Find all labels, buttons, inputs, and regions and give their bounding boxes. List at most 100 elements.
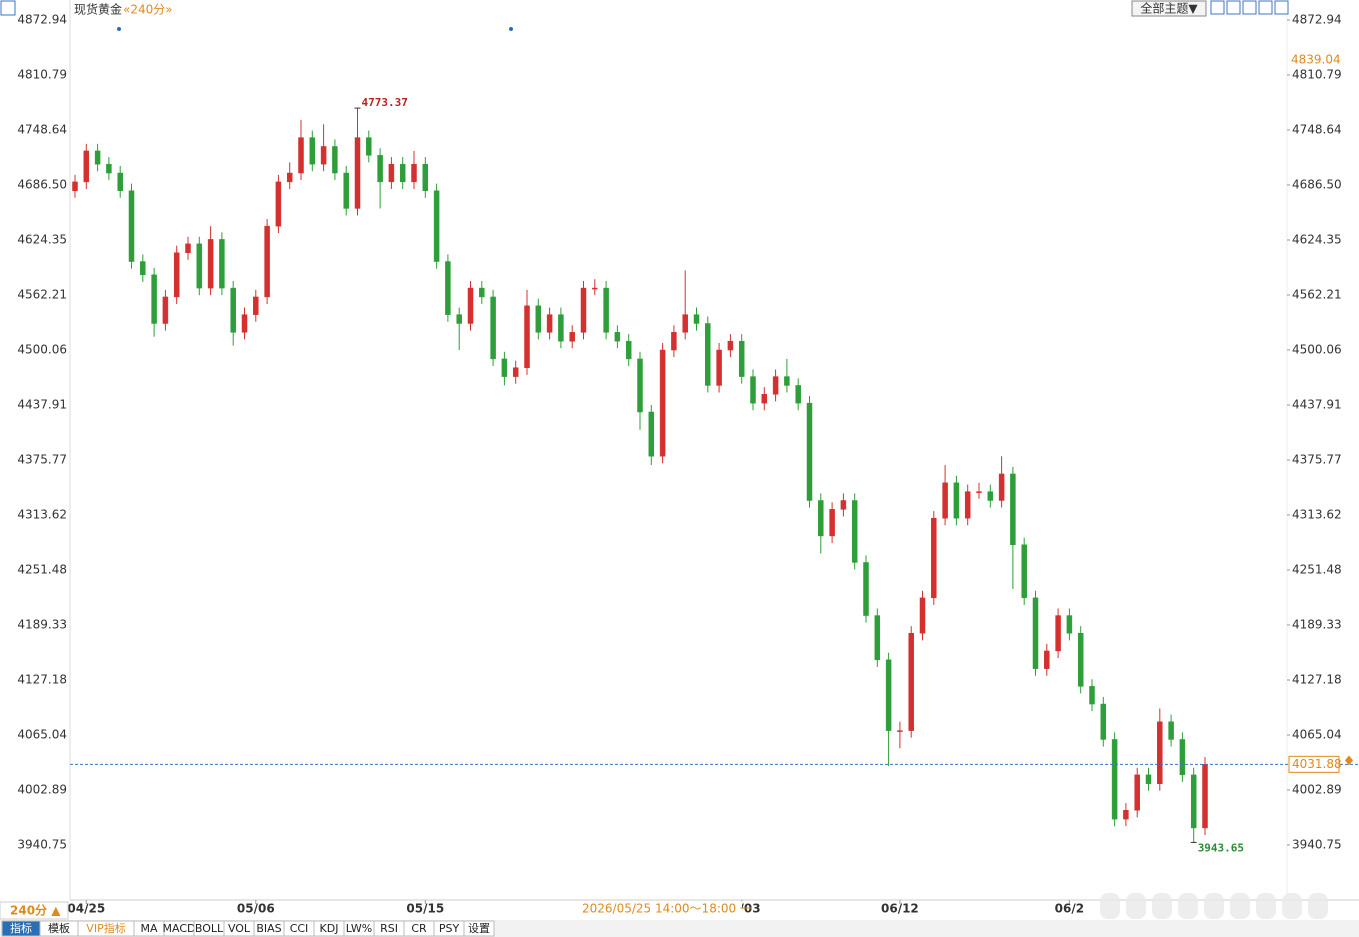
candle-body bbox=[750, 376, 756, 404]
candle-body bbox=[659, 349, 666, 457]
candle-body bbox=[942, 482, 948, 519]
price-label: 4839.04 bbox=[1291, 53, 1341, 67]
candle-body bbox=[1032, 597, 1039, 669]
y-tick-label-right: 4686.50 bbox=[1292, 177, 1342, 191]
y-tick-label: 4189.33 bbox=[17, 617, 67, 631]
candle-body bbox=[286, 172, 293, 183]
candle-body bbox=[456, 314, 462, 324]
candle-body bbox=[682, 314, 688, 333]
instrument-title: 现货黄金 bbox=[74, 2, 122, 17]
candle-body bbox=[1089, 686, 1095, 705]
candle-body bbox=[874, 615, 881, 661]
indicator-tab-label: KDJ bbox=[320, 922, 339, 935]
watermark-block bbox=[1100, 893, 1120, 919]
candle-body bbox=[863, 562, 869, 616]
candle-body bbox=[1044, 650, 1050, 669]
candle-body bbox=[1190, 774, 1197, 829]
indicator-tab-label: VOL bbox=[228, 922, 251, 935]
watermark-block bbox=[1230, 893, 1250, 919]
indicator-tab-label: CR bbox=[411, 922, 427, 935]
candle-body bbox=[173, 252, 180, 298]
tool-icon[interactable] bbox=[1242, 0, 1257, 15]
candle-body bbox=[998, 473, 1005, 501]
indicator-tab-label: BOLL bbox=[195, 922, 224, 935]
indicator-tab-label: 模板 bbox=[48, 921, 70, 935]
corner-button[interactable] bbox=[0, 0, 16, 16]
candle-body bbox=[558, 314, 564, 342]
candle-body bbox=[264, 225, 270, 298]
tool-icon[interactable] bbox=[1274, 0, 1289, 15]
candle-body bbox=[83, 150, 90, 183]
watermark-block bbox=[1126, 893, 1146, 919]
candle-body bbox=[964, 491, 971, 519]
candle-body bbox=[535, 305, 542, 333]
candle-body bbox=[1157, 721, 1163, 784]
candle-body bbox=[196, 243, 203, 289]
candle-body bbox=[931, 517, 937, 599]
watermark-block bbox=[1256, 893, 1276, 919]
candle-body bbox=[705, 323, 711, 386]
y-tick-label-right: 4872.94 bbox=[1292, 12, 1342, 26]
candle-body bbox=[230, 287, 236, 333]
y-tick-label-right: 3940.75 bbox=[1292, 837, 1342, 851]
indicator-tab[interactable] bbox=[463, 920, 495, 937]
y-tick-label: 4313.62 bbox=[17, 507, 67, 521]
watermark-block bbox=[1308, 893, 1328, 919]
x-tick-label: 06/2 bbox=[1055, 902, 1084, 916]
candle-body bbox=[207, 239, 214, 289]
candle-body bbox=[953, 482, 960, 519]
y-tick-label: 4624.35 bbox=[17, 232, 67, 246]
candle-body bbox=[1202, 764, 1208, 829]
event-dot bbox=[117, 27, 121, 31]
y-tick-label: 4562.21 bbox=[17, 287, 67, 301]
y-tick-label: 3940.75 bbox=[17, 837, 67, 851]
candle-body bbox=[569, 332, 575, 342]
tool-icon[interactable] bbox=[1258, 0, 1273, 15]
candle-body bbox=[298, 137, 304, 174]
candle-body bbox=[343, 172, 349, 209]
candle-body bbox=[467, 287, 474, 324]
theme-button[interactable] bbox=[1131, 0, 1207, 17]
y-tick-label-right: 4748.64 bbox=[1292, 122, 1342, 136]
candle-body bbox=[433, 190, 440, 262]
x-tick-label: 06/12 bbox=[881, 902, 919, 916]
crosshair-tooltip-text: 2026/05/25 14:00～18:00 一 bbox=[582, 902, 752, 916]
candle-body bbox=[614, 332, 621, 342]
toolbar-icons bbox=[1210, 0, 1289, 15]
candle-body bbox=[603, 287, 609, 333]
candle-body bbox=[727, 340, 734, 351]
y-tick-label-right: 4562.21 bbox=[1292, 287, 1342, 301]
period-label: «240分» bbox=[123, 3, 173, 17]
y-tick-label: 4002.89 bbox=[17, 782, 67, 796]
y-tick-label-right: 4375.77 bbox=[1292, 452, 1342, 466]
candle-body bbox=[128, 190, 135, 262]
candle-body bbox=[1021, 544, 1027, 599]
candle-body bbox=[716, 349, 722, 386]
candle-body bbox=[366, 137, 372, 156]
candle-body bbox=[580, 287, 587, 333]
candle-body bbox=[637, 358, 643, 413]
candle-body bbox=[117, 172, 123, 191]
y-tick-label: 4500.06 bbox=[17, 342, 67, 356]
candle-body bbox=[897, 730, 903, 732]
y-tick-label-right: 4002.89 bbox=[1292, 782, 1342, 796]
candle-body bbox=[1145, 774, 1152, 784]
indicator-tab-label: PSY bbox=[439, 922, 460, 935]
y-tick-label: 4251.48 bbox=[17, 562, 67, 576]
indicator-tab-label: MA bbox=[140, 922, 157, 935]
watermark-block bbox=[1178, 893, 1198, 919]
indicator-tab-label: CCI bbox=[290, 922, 309, 935]
candle-body bbox=[501, 358, 508, 377]
y-tick-label-right: 4500.06 bbox=[1292, 342, 1342, 356]
tool-icon[interactable] bbox=[1210, 0, 1225, 15]
candle-body bbox=[354, 137, 361, 209]
candle-body bbox=[320, 146, 327, 165]
tool-icon[interactable] bbox=[1226, 0, 1241, 15]
y-tick-label-right: 4624.35 bbox=[1292, 232, 1342, 246]
candle-body bbox=[625, 340, 632, 360]
candle-body bbox=[851, 500, 858, 563]
candle-body bbox=[1010, 473, 1016, 545]
candle-body bbox=[976, 491, 982, 493]
candle-body bbox=[411, 163, 417, 183]
